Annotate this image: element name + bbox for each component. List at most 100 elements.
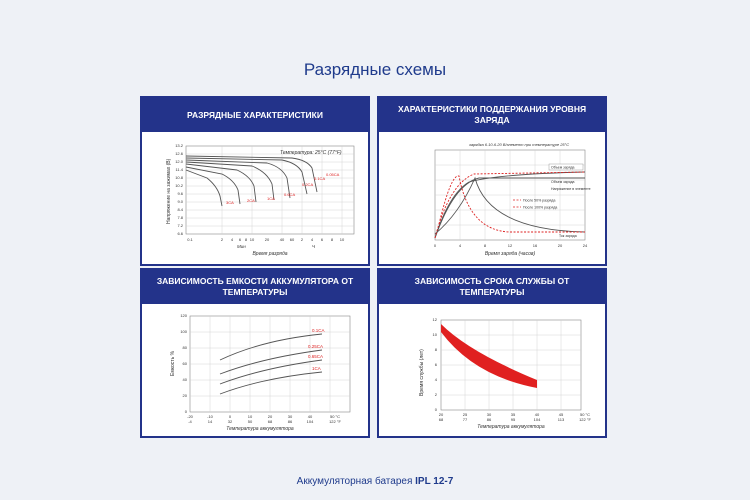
svg-text:40: 40 — [280, 237, 285, 242]
svg-text:0.1CA: 0.1CA — [312, 328, 325, 333]
svg-text:113: 113 — [558, 417, 565, 422]
svg-text:10.2: 10.2 — [175, 183, 184, 188]
svg-text:10: 10 — [433, 332, 438, 337]
svg-text:9.6: 9.6 — [177, 191, 183, 196]
svg-text:122 °F: 122 °F — [329, 419, 341, 424]
svg-text:30: 30 — [487, 412, 492, 417]
svg-text:60: 60 — [290, 237, 295, 242]
svg-text:24: 24 — [583, 243, 588, 248]
svg-text:-4: -4 — [188, 419, 192, 424]
svg-text:0: 0 — [229, 414, 232, 419]
svg-text:8: 8 — [245, 237, 248, 242]
svg-text:68: 68 — [439, 417, 444, 422]
svg-text:0.1CA: 0.1CA — [314, 176, 325, 181]
svg-text:Напряжение в элементе: Напряжение в элементе — [551, 187, 591, 191]
svg-text:104: 104 — [307, 419, 314, 424]
svg-text:45: 45 — [559, 412, 564, 417]
svg-text:2: 2 — [435, 392, 438, 397]
svg-text:35: 35 — [511, 412, 516, 417]
footer-prefix: Аккумуляторная батарея — [296, 476, 416, 487]
svg-text:50 °C: 50 °C — [330, 414, 340, 419]
svg-text:4: 4 — [435, 377, 438, 382]
svg-text:12.0: 12.0 — [175, 159, 184, 164]
svg-text:0.65CA: 0.65CA — [308, 354, 323, 359]
svg-text:Емкость %: Емкость % — [170, 350, 176, 376]
svg-text:7.2: 7.2 — [177, 223, 183, 228]
svg-text:10: 10 — [248, 414, 253, 419]
svg-text:4: 4 — [459, 243, 462, 248]
svg-text:8: 8 — [435, 347, 438, 352]
svg-text:6.6: 6.6 — [177, 231, 183, 236]
svg-text:50: 50 — [248, 419, 253, 424]
svg-text:10: 10 — [250, 237, 255, 242]
panel-header: ЗАВИСИМОСТЬ ЕМКОСТИ АККУМУЛЯТОРА ОТ ТЕМП… — [142, 270, 368, 304]
svg-text:30: 30 — [288, 414, 293, 419]
svg-text:Время заряда (часов): Время заряда (часов) — [485, 251, 536, 257]
svg-text:Ток заряда: Ток заряда — [559, 234, 577, 238]
panel-header: РАЗРЯДНЫЕ ХАРАКТЕРИСТИКИ — [142, 98, 368, 132]
footer-model: IPL 12-7 — [415, 476, 454, 487]
svg-text:6: 6 — [321, 237, 324, 242]
svg-text:95: 95 — [511, 417, 516, 422]
svg-text:60: 60 — [183, 361, 188, 366]
service-life-chart: 0 2 4 6 8 10 12 20 25 30 35 40 45 50 °C 68 77 8… — [419, 317, 591, 430]
charge-retention-panel: ХАРАКТЕРИСТИКИ ПОДДЕРЖАНИЯ УРОВНЯ ЗАРЯДА… — [377, 96, 607, 266]
svg-text:104: 104 — [534, 417, 541, 422]
svg-text:32: 32 — [228, 419, 233, 424]
svg-text:13.2: 13.2 — [175, 143, 184, 148]
svg-text:После 100% разряда: После 100% разряда — [523, 206, 557, 210]
svg-text:10: 10 — [340, 237, 345, 242]
svg-text:Температура аккумулятора: Температура аккумулятора — [226, 426, 294, 432]
svg-text:20: 20 — [268, 414, 273, 419]
svg-text:0.25CA: 0.25CA — [308, 344, 323, 349]
svg-text:Температура: 25°C (77°F): Температура: 25°C (77°F) — [280, 150, 342, 156]
svg-text:0.05CA: 0.05CA — [326, 172, 340, 177]
svg-text:7.8: 7.8 — [177, 215, 183, 220]
svg-text:Объем заряда: Объем заряда — [551, 166, 575, 170]
svg-text:Время службы (лет): Время службы (лет) — [419, 349, 425, 396]
svg-text:12: 12 — [433, 317, 438, 322]
svg-text:0.1: 0.1 — [187, 237, 193, 242]
panel-header: ХАРАКТЕРИСТИКИ ПОДДЕРЖАНИЯ УРОВНЯ ЗАРЯДА — [379, 98, 605, 132]
svg-text:20: 20 — [265, 237, 270, 242]
svg-text:8: 8 — [484, 243, 487, 248]
svg-text:Объем заряда: Объем заряда — [551, 180, 575, 184]
svg-text:120: 120 — [180, 313, 187, 318]
svg-text:0: 0 — [185, 409, 188, 414]
svg-text:4: 4 — [311, 237, 314, 242]
service-life-temperature-panel: ЗАВИСИМОСТЬ СРОКА СЛУЖБЫ ОТ ТЕМПЕРАТУРЫ … — [377, 268, 607, 438]
svg-text:122 °F: 122 °F — [579, 417, 591, 422]
svg-text:2: 2 — [301, 237, 304, 242]
svg-text:14: 14 — [208, 419, 213, 424]
svg-text:Время разряда: Время разряда — [252, 251, 287, 257]
svg-text:86: 86 — [288, 419, 293, 424]
svg-text:0: 0 — [434, 243, 437, 248]
svg-text:После 50% разряда: После 50% разряда — [523, 199, 555, 203]
svg-text:1CA: 1CA — [312, 366, 321, 371]
svg-text:20: 20 — [183, 393, 188, 398]
page-title: Разрядные схемы — [303, 60, 447, 79]
svg-text:2CA: 2CA — [247, 198, 255, 203]
svg-text:20: 20 — [558, 243, 563, 248]
svg-text:100: 100 — [180, 329, 187, 334]
svg-text:Температура аккумулятора: Температура аккумулятора — [477, 424, 545, 430]
capacity-temperature-panel: ЗАВИСИМОСТЬ ЕМКОСТИ АККУМУЛЯТОРА ОТ ТЕМП… — [140, 268, 370, 438]
svg-text:0.6CA: 0.6CA — [284, 192, 295, 197]
svg-text:0: 0 — [435, 407, 438, 412]
svg-text:8.4: 8.4 — [177, 207, 183, 212]
svg-text:12.6: 12.6 — [175, 151, 184, 156]
svg-text:86: 86 — [487, 417, 492, 422]
svg-text:4: 4 — [231, 237, 234, 242]
discharge-chart: 0.05CA 0.1CA 0.2CA 0.6CA 1CA 2CA 3CA Тем… — [166, 143, 355, 257]
svg-text:80: 80 — [183, 345, 188, 350]
footer-caption: Аккумуляторная батарея IPL 12-7 — [0, 476, 750, 487]
discharge-characteristics-panel: РАЗРЯДНЫЕ ХАРАКТЕРИСТИКИ 0.05CA 0.1CA 0.… — [140, 96, 370, 266]
svg-text:25: 25 — [463, 412, 468, 417]
svg-text:6: 6 — [239, 237, 242, 242]
svg-text:8: 8 — [331, 237, 334, 242]
svg-text:10.8: 10.8 — [175, 175, 184, 180]
svg-text:-20: -20 — [187, 414, 194, 419]
svg-text:68: 68 — [268, 419, 273, 424]
svg-text:11.4: 11.4 — [176, 167, 184, 172]
